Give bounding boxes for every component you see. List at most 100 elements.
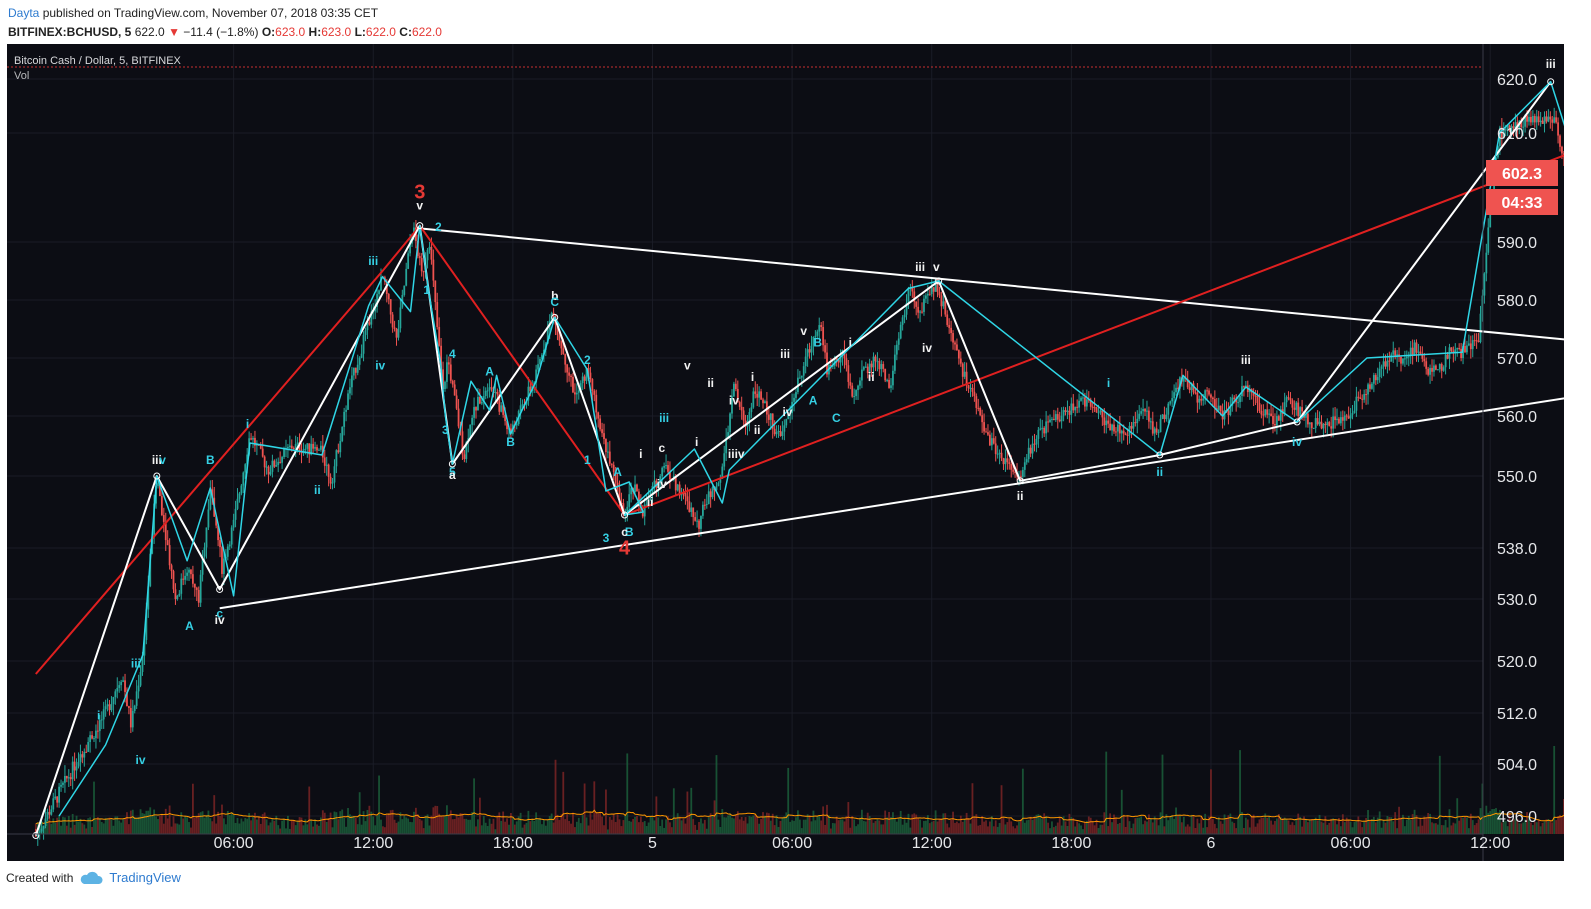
author-link[interactable]: Dayta	[8, 6, 40, 20]
candle-body	[261, 448, 264, 457]
candle-body	[698, 520, 700, 529]
volume-bar	[1411, 814, 1414, 834]
candle-body	[758, 391, 761, 398]
volume-bar	[577, 817, 580, 834]
volume-bar	[455, 814, 458, 834]
volume-bar	[742, 820, 745, 834]
volume-bar	[166, 818, 169, 834]
candle-body	[1097, 412, 1100, 414]
symbol-line: BITFINEX:BCHUSD, 5 622.0 ▼ −11.4 (−1.8%)…	[8, 23, 442, 42]
volume-bar	[135, 817, 138, 834]
wave-pivot	[551, 313, 559, 321]
candle-body	[1365, 394, 1367, 396]
candle-body	[106, 704, 109, 707]
candle-body	[399, 307, 402, 329]
candle-body	[1481, 295, 1484, 314]
volume-bar	[502, 811, 505, 834]
volume-bar	[849, 827, 852, 834]
volume-bar	[362, 811, 365, 834]
volume-bar	[1173, 818, 1176, 834]
candle-body	[316, 447, 318, 451]
candle-body	[1547, 116, 1550, 122]
candle-body	[1307, 413, 1309, 425]
candle-body	[572, 376, 574, 393]
candle-body	[748, 412, 751, 422]
candle-body	[366, 322, 369, 331]
volume-bar	[605, 789, 607, 834]
volume-bar	[638, 822, 640, 834]
volume-bar	[690, 787, 693, 834]
candle-body	[1324, 423, 1327, 426]
volume-bar	[890, 817, 892, 834]
candle-body	[1487, 227, 1490, 253]
candle-body	[279, 461, 282, 463]
tradingview-link[interactable]: TradingView	[109, 870, 181, 885]
lower-trendline	[219, 397, 1564, 610]
volume-bar	[380, 819, 382, 834]
volume-bar	[1431, 822, 1433, 834]
volume-bar	[95, 819, 97, 834]
volume-bar	[1029, 816, 1032, 834]
candle-body	[583, 376, 586, 381]
candle-body	[447, 362, 450, 365]
wave-label: B	[506, 435, 515, 449]
candle-body	[653, 480, 656, 486]
volume-bar	[124, 818, 126, 834]
price-chart[interactable]: iiiiiviiivABciviiiiiiiv3v21435aABbC213AB…	[7, 44, 1564, 861]
candle-body	[913, 291, 916, 302]
volume-bar	[909, 827, 912, 834]
candle-body	[733, 383, 735, 397]
volume-bar	[292, 820, 295, 834]
price-axis[interactable]: 496.0504.0512.0520.0530.0538.0550.0560.0…	[1482, 44, 1537, 861]
volume-bar	[1180, 822, 1183, 834]
volume-bar	[1277, 813, 1280, 834]
volume-bar	[81, 823, 84, 834]
volume-bar	[155, 816, 157, 834]
candle-body	[628, 494, 631, 507]
candle-body	[634, 484, 636, 493]
candle-body	[519, 405, 522, 412]
volume-bar	[85, 828, 88, 834]
volume-bar	[457, 817, 460, 834]
volume-bar	[531, 818, 534, 834]
candle-body	[323, 457, 326, 466]
volume-bar	[77, 821, 80, 834]
candle-body	[114, 691, 117, 698]
volume-bar	[1194, 828, 1197, 834]
volume-bar	[779, 820, 782, 834]
volume-bar	[1398, 806, 1400, 834]
volume-bar	[1233, 823, 1236, 834]
candle-body	[242, 472, 245, 486]
candle-body	[1436, 369, 1439, 371]
volume-bar	[857, 824, 859, 834]
volume-bar	[694, 824, 697, 834]
candle-body	[791, 401, 793, 414]
volume-bar	[1372, 816, 1375, 834]
volume-bar	[624, 814, 627, 834]
volume-bar	[544, 825, 547, 834]
volume-bar	[89, 817, 92, 834]
price-tick-label: 580.0	[1497, 293, 1537, 310]
volume-bar	[1237, 817, 1240, 834]
time-axis[interactable]: 06:00 12:00 18:00 5 06:00 12:00 18:00 6 06:00 12:…	[7, 833, 1510, 852]
volume-bar	[91, 826, 93, 834]
volume-bar	[936, 821, 939, 834]
volume-bar	[676, 813, 679, 834]
candle-body	[318, 449, 320, 451]
candle-body	[917, 306, 920, 313]
candle-body	[1105, 420, 1108, 426]
volume-bar	[428, 825, 431, 834]
price-tick-label: 496.0	[1497, 809, 1537, 826]
candle-body	[1171, 398, 1174, 402]
wave-label: i	[751, 370, 754, 384]
candle-body	[191, 574, 194, 584]
wave-label: i	[97, 708, 100, 722]
volume-bar	[133, 817, 136, 834]
wave-label: iv	[922, 341, 932, 355]
volume-bar	[921, 827, 923, 834]
volume-bar	[1095, 819, 1098, 834]
volume-bar	[1522, 822, 1525, 834]
candle-body	[1419, 351, 1422, 355]
volume-bar	[393, 819, 396, 834]
